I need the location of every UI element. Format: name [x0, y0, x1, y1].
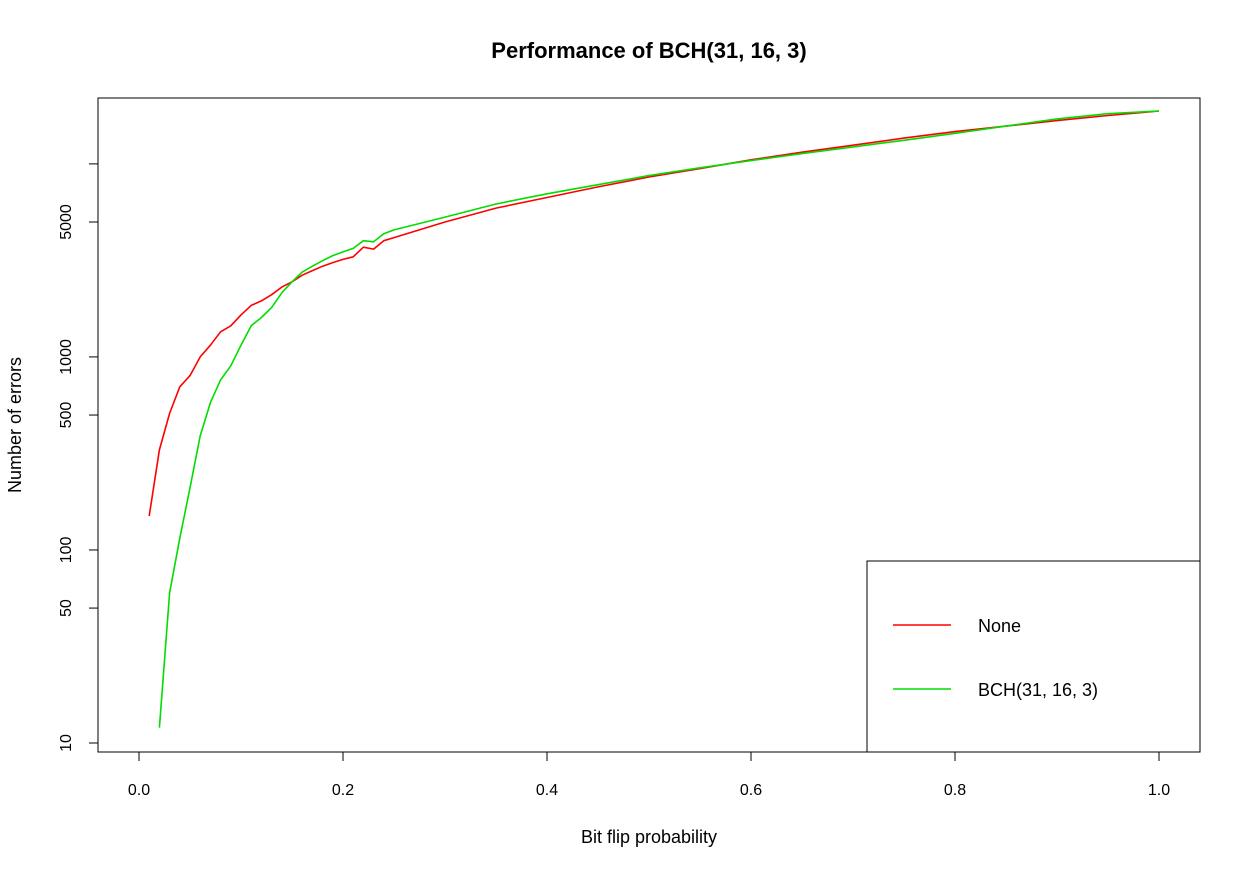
x-tick-label: 0.6	[740, 782, 762, 799]
x-tick-label: 0.4	[536, 782, 558, 799]
y-axis: 10 50 100 500 1000 5000	[58, 163, 99, 752]
y-tick-label: 100	[58, 537, 75, 564]
legend: None BCH(31, 16, 3)	[866, 560, 1201, 753]
x-tick-label: 0.8	[944, 782, 966, 799]
y-tick-label: 1000	[58, 339, 75, 375]
series-layer	[148, 110, 1160, 728]
y-tick-label: 500	[58, 402, 75, 429]
legend-box	[866, 560, 1201, 753]
x-tick-label: 0.2	[332, 782, 354, 799]
y-tick-label: 50	[58, 599, 75, 617]
x-tick-label: 0.0	[128, 782, 150, 799]
series-line-bch	[158, 110, 1160, 728]
y-axis-label: Number of errors	[5, 357, 25, 493]
y-tick-label: 10	[58, 734, 75, 752]
series-line-none	[148, 110, 1160, 517]
x-axis: 0.0 0.2 0.4 0.6 0.8 1.0	[128, 751, 1170, 799]
legend-label-bch: BCH(31, 16, 3)	[978, 680, 1098, 700]
chart-title: Performance of BCH(31, 16, 3)	[491, 38, 806, 63]
x-axis-label: Bit flip probability	[581, 827, 717, 847]
y-tick-label: 5000	[58, 204, 75, 240]
x-tick-label: 1.0	[1148, 782, 1170, 799]
legend-label-none: None	[978, 616, 1021, 636]
